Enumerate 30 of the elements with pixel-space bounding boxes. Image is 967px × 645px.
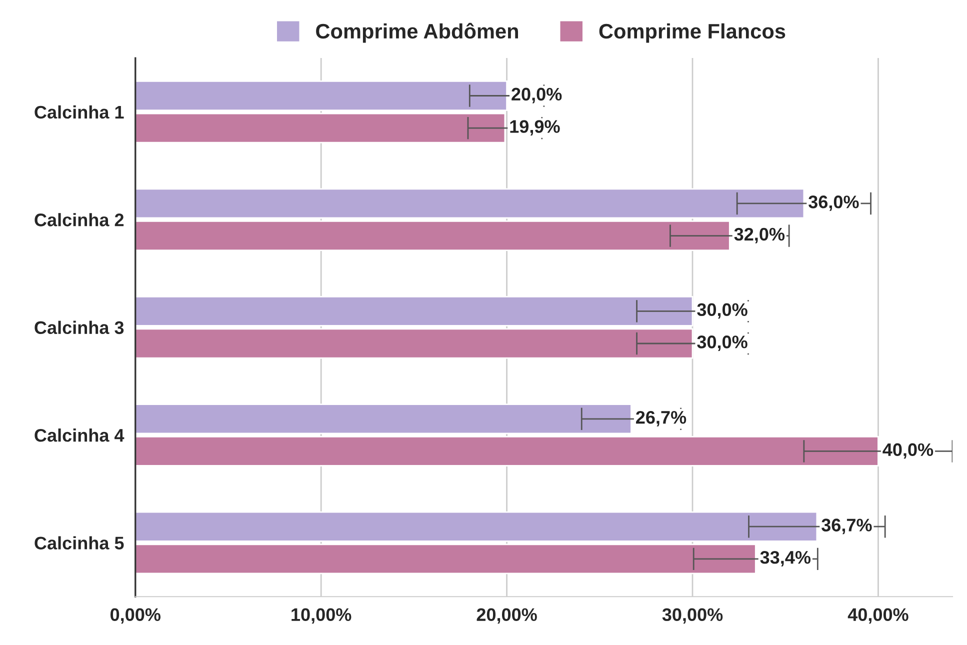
- bar: [135, 80, 508, 111]
- x-tick-label: 40,00%: [848, 608, 908, 624]
- y-tick-label: Calcinha 3: [34, 320, 124, 334]
- bar: [135, 112, 506, 144]
- data-label: 33,4%: [760, 550, 811, 566]
- y-tick-label: Calcinha 2: [34, 213, 124, 226]
- bar: [135, 436, 879, 466]
- data-label: 19,9%: [510, 120, 560, 136]
- legend-label: Comprime Abdômen: [316, 22, 518, 43]
- bar: [135, 188, 805, 219]
- x-tick-label: 10,00%: [292, 608, 352, 624]
- data-label: 36,0%: [808, 196, 859, 211]
- data-label: 32,0%: [734, 228, 785, 244]
- data-label: 20,0%: [512, 88, 562, 104]
- data-label: 36,7%: [822, 518, 872, 534]
- y-tick-label: Calcinha 5: [34, 536, 124, 550]
- data-label: 40,0%: [882, 443, 934, 459]
- y-tick-label: Calcinha 1: [34, 105, 124, 119]
- data-label: 30,0%: [697, 336, 748, 351]
- data-label: 26,7%: [636, 410, 686, 426]
- x-tick-label: 0,00%: [110, 608, 161, 624]
- data-label: 30,0%: [697, 303, 748, 319]
- bar: [135, 404, 632, 434]
- x-tick-label: 30,00%: [662, 608, 723, 624]
- bar: [135, 220, 730, 252]
- bar: [135, 328, 694, 359]
- y-tick-label: Calcinha 4: [34, 428, 124, 442]
- x-tick-label: 20,00%: [476, 608, 537, 624]
- legend-label: Comprime Flancos: [599, 23, 786, 43]
- bar: [135, 296, 694, 326]
